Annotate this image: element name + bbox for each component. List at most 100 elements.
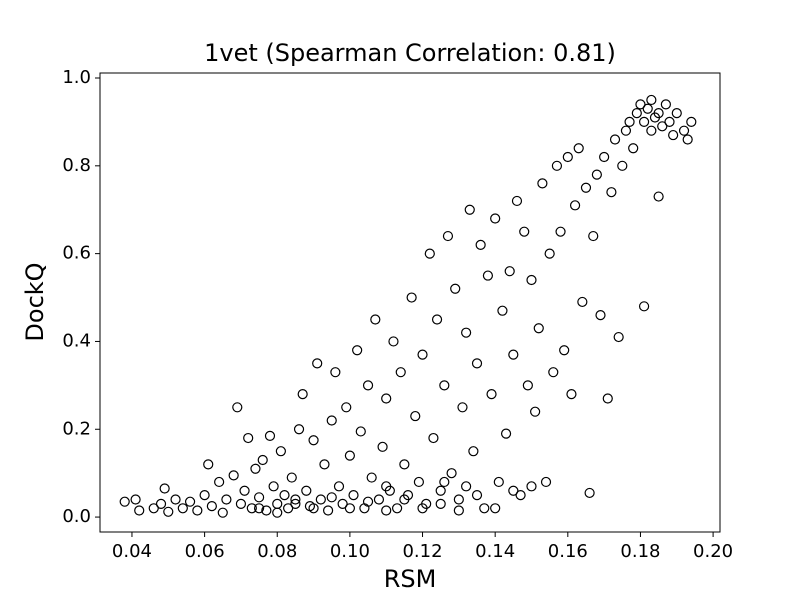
point <box>322 505 334 516</box>
point <box>497 305 508 316</box>
point <box>540 476 552 488</box>
point <box>355 426 366 437</box>
y-tick-label: 0.8 <box>62 155 91 176</box>
point <box>646 94 657 106</box>
point <box>388 336 399 347</box>
point <box>250 463 261 474</box>
point <box>461 327 472 338</box>
point <box>119 496 130 507</box>
point <box>199 490 210 501</box>
point <box>395 367 406 378</box>
point <box>214 476 225 488</box>
point <box>461 481 472 492</box>
point <box>657 121 668 132</box>
point <box>671 108 682 119</box>
point <box>293 424 305 435</box>
point <box>203 459 214 470</box>
point <box>471 358 483 369</box>
point <box>431 314 443 325</box>
y-tick-label: 0.4 <box>62 330 91 351</box>
point <box>381 393 392 404</box>
point <box>268 481 279 492</box>
point <box>471 490 483 501</box>
point <box>493 476 504 488</box>
y-tick-label: 0.6 <box>62 243 91 264</box>
point <box>366 472 377 483</box>
point <box>308 503 319 514</box>
x-tick-label: 0.14 <box>475 541 515 562</box>
point <box>348 490 359 501</box>
x-tick-label: 0.12 <box>402 541 442 562</box>
point <box>668 129 679 141</box>
point <box>352 345 363 356</box>
point <box>424 248 435 259</box>
point <box>272 507 283 518</box>
point <box>290 494 301 505</box>
point <box>290 498 301 509</box>
point <box>588 230 599 242</box>
point <box>522 380 533 391</box>
point <box>537 178 548 189</box>
chart-title: 1vet (Spearman Correlation: 0.81) <box>204 39 616 67</box>
point <box>286 472 297 483</box>
point <box>580 182 592 193</box>
point <box>130 494 141 505</box>
point <box>479 503 490 514</box>
point <box>272 498 283 509</box>
point <box>406 292 417 303</box>
plot-frame <box>99 72 721 533</box>
point <box>562 151 573 163</box>
point <box>609 134 621 145</box>
point <box>653 108 664 119</box>
point <box>428 432 439 444</box>
point <box>595 310 606 321</box>
point <box>464 204 475 215</box>
point <box>591 169 602 180</box>
point <box>606 187 617 198</box>
point <box>638 116 650 128</box>
point <box>155 498 167 509</box>
point <box>312 358 323 369</box>
point <box>653 191 664 202</box>
point <box>638 301 650 312</box>
point <box>381 481 392 492</box>
point <box>530 406 541 417</box>
point <box>279 490 290 501</box>
point <box>341 402 352 413</box>
point <box>660 99 671 110</box>
point <box>526 481 537 492</box>
point <box>548 367 559 378</box>
point <box>642 103 653 114</box>
point <box>453 494 464 505</box>
point <box>620 125 632 136</box>
point <box>373 494 385 505</box>
point <box>678 125 690 136</box>
point <box>392 503 403 514</box>
point <box>504 266 515 277</box>
point <box>602 393 613 404</box>
point <box>381 505 392 516</box>
x-tick-label: 0.20 <box>693 541 733 562</box>
point <box>170 494 181 505</box>
x-tick-label: 0.04 <box>112 541 152 562</box>
point <box>635 99 646 110</box>
point <box>333 481 345 492</box>
point <box>297 389 308 400</box>
point <box>435 485 446 496</box>
point <box>337 498 348 509</box>
point <box>192 505 203 516</box>
point <box>253 503 265 514</box>
point <box>275 446 286 457</box>
point <box>399 459 410 470</box>
point <box>417 503 428 514</box>
y-tick-label: 1.0 <box>62 67 91 88</box>
point <box>508 485 519 496</box>
point <box>148 503 159 514</box>
point <box>559 345 570 356</box>
point <box>490 503 501 514</box>
x-tick-label: 0.18 <box>620 541 660 562</box>
y-tick-label: 0.0 <box>62 506 91 527</box>
point <box>134 505 145 516</box>
point <box>446 468 457 479</box>
point <box>500 428 512 439</box>
